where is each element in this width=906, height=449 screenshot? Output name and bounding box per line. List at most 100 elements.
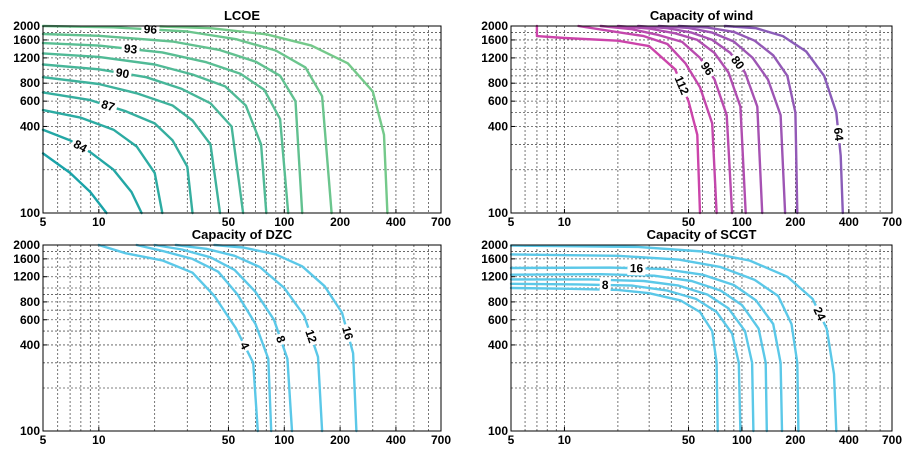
- wind-x-tick-label: 5: [508, 215, 515, 229]
- scgt-x-tick-label: 50: [682, 433, 696, 447]
- lcoe-x-tick-label: 5: [40, 215, 47, 229]
- dzc-frame: [42, 244, 442, 432]
- dzc-contour-line: [97, 243, 259, 433]
- scgt-contour-labels: 8 16 24: [599, 261, 830, 325]
- lcoe-x-tick-label: 400: [386, 215, 406, 229]
- dzc-contour-label-bg: [235, 337, 254, 354]
- lcoe-y-tick-label: 100: [20, 206, 40, 220]
- scgt-x-tick-label: 5: [508, 433, 515, 447]
- lcoe-y-tick-label: 800: [20, 76, 40, 90]
- lcoe-y-tick-label: 400: [20, 119, 40, 133]
- scgt-contour-line: [509, 253, 800, 433]
- scgt-contour-line: [509, 273, 768, 433]
- lcoe-contour-label-bg: [112, 64, 133, 82]
- scgt-x-tick-label: 100: [732, 433, 752, 447]
- scgt-y-tick-label: 1200: [481, 270, 508, 284]
- lcoe-contour-line: [41, 32, 304, 215]
- wind-contours: [535, 24, 844, 215]
- dzc-y-tick-label: 400: [20, 338, 40, 352]
- wind-contour-line: [677, 24, 799, 215]
- wind-x-tick-label: 100: [732, 215, 752, 229]
- dzc-x-tick-label: 10: [92, 433, 106, 447]
- scgt-x-tick-label: 700: [882, 433, 902, 447]
- scgt-frame: [510, 244, 893, 432]
- dzc-x-tick-label: 50: [222, 433, 236, 447]
- wind-y-tick-label: 100: [488, 206, 508, 220]
- lcoe-x-tick-label: 10: [92, 215, 106, 229]
- lcoe-contour-line: [41, 63, 245, 215]
- lcoe-contour-line: [41, 24, 333, 215]
- scgt-contour-label-bg: [599, 277, 611, 293]
- dzc-contour-line: [174, 243, 324, 433]
- lcoe-x-tick-label: 100: [274, 215, 294, 229]
- scgt-contour-label-bg: [809, 302, 830, 325]
- lcoe-y-tick-label: 600: [20, 94, 40, 108]
- scgt-x-axis: 5 10 50 100 200 400 700: [508, 427, 902, 447]
- dzc-contour-label: 8: [273, 334, 289, 345]
- scgt-y-tick-label: 1600: [481, 252, 508, 266]
- dzc-x-tick-label: 700: [431, 433, 451, 447]
- wind-contour-label-bg: [726, 51, 749, 75]
- wind-grid: [511, 26, 892, 213]
- wind-contour-line: [616, 24, 747, 215]
- dzc-y-tick-label: 1600: [13, 252, 40, 266]
- scgt-title: Capacity of SCGT: [647, 227, 757, 242]
- lcoe-x-tick-label: 700: [431, 215, 451, 229]
- wind-contour-line: [535, 24, 702, 215]
- scgt-contour-label-bg: [627, 261, 646, 276]
- lcoe-y-tick-label: 1200: [13, 51, 40, 65]
- lcoe-contours: [41, 24, 389, 215]
- dzc-contour-line: [153, 243, 294, 433]
- lcoe-x-tick-label: 50: [222, 215, 236, 229]
- wind-y-tick-label: 1200: [481, 51, 508, 65]
- dzc-contour-label: 12: [302, 328, 320, 345]
- lcoe-contour-label: 87: [100, 97, 117, 114]
- wind-contour-label-bg: [830, 124, 847, 144]
- wind-title: Capacity of wind: [650, 8, 753, 23]
- lcoe-contour-label: 96: [143, 22, 157, 37]
- scgt-y-tick-label: 800: [488, 295, 508, 309]
- lcoe-contour-labels: 84 87 90 93 96: [68, 21, 160, 157]
- lcoe-contour-line: [41, 41, 290, 215]
- wind-contour-line: [723, 24, 844, 215]
- lcoe-contour-line: [41, 108, 164, 215]
- wind-y-tick-label: 1600: [481, 33, 508, 47]
- scgt-x-tick-label: 400: [839, 433, 859, 447]
- dzc-contours: [97, 243, 358, 433]
- dzc-y-tick-label: 600: [20, 313, 40, 327]
- lcoe-contour-line: [41, 91, 194, 215]
- lcoe-grid: [43, 26, 441, 213]
- lcoe-frame: [42, 25, 442, 214]
- dzc-x-tick-label: 5: [40, 433, 47, 447]
- scgt-panel: Capacity of SCGT 8 16 24 5 10 50 100 200 400 700 10…: [481, 227, 902, 447]
- wind-contour-label-bg: [670, 70, 694, 100]
- wind-contour-line: [657, 24, 787, 215]
- lcoe-title: LCOE: [224, 8, 260, 23]
- dzc-x-axis: 5 10 50 100 200 400 700: [40, 427, 451, 447]
- dzc-y-tick-label: 800: [20, 295, 40, 309]
- dzc-contour-label-bg: [301, 325, 321, 348]
- dzc-x-tick-label: 100: [274, 433, 294, 447]
- scgt-x-tick-label: 200: [785, 433, 805, 447]
- lcoe-contour-label-bg: [120, 41, 141, 57]
- lcoe-contour-line: [41, 152, 108, 215]
- wind-y-tick-label: 400: [488, 119, 508, 133]
- wind-contour-label: 64: [831, 127, 846, 142]
- wind-contour-line: [636, 24, 764, 215]
- dzc-contour-label-bg: [272, 331, 290, 347]
- lcoe-contour-label: 90: [115, 65, 131, 81]
- lcoe-x-axis: 5 10 50 100 200 400 700: [40, 209, 451, 229]
- wind-contour-label-bg: [696, 57, 719, 81]
- scgt-y-tick-label: 2000: [481, 238, 508, 252]
- dzc-contour-label-bg: [338, 322, 357, 344]
- scgt-contour-label: 24: [810, 305, 829, 323]
- lcoe-panel: LCOE 84 87 90 93 96 5 10 50 100 200 400 700 100 400 600…: [13, 8, 451, 229]
- scgt-contour-label: 8: [602, 278, 609, 292]
- scgt-contour-line: [509, 286, 719, 433]
